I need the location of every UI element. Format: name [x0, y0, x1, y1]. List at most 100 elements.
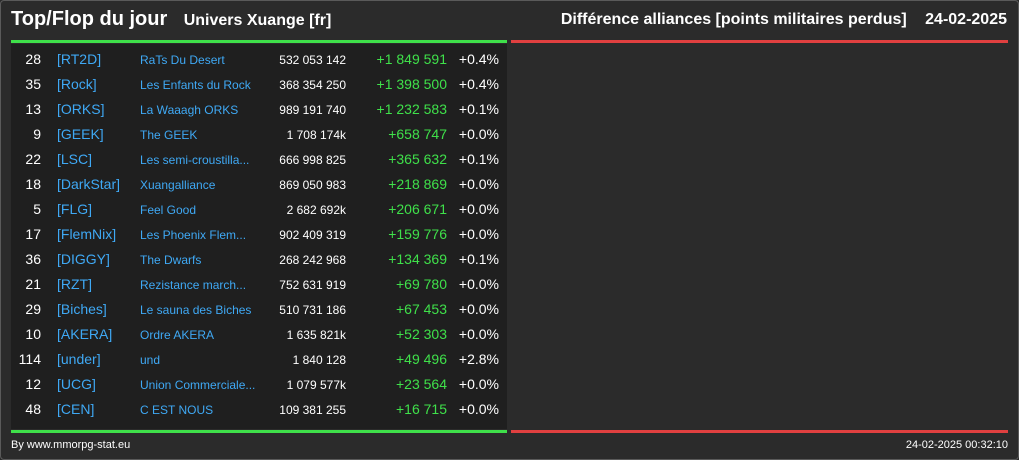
alliance-tag-link[interactable]: [ORKS] [57, 101, 105, 117]
points-cell: 1 635 821k [286, 328, 346, 342]
rank-cell: 18 [25, 176, 41, 192]
diff-cell: +49 496 [396, 351, 447, 367]
list-item: 13 [ORKS] La Waaagh ORKS 989 191 740 +1 232 … [11, 97, 507, 122]
list-item: 28 [RT2D] RaTs Du Desert 532 053 142 +1 849 … [11, 47, 507, 72]
alliance-name-link[interactable]: The GEEK [140, 128, 198, 142]
alliance-tag-link[interactable]: [UCG] [57, 376, 96, 392]
flop-panel [511, 44, 1008, 429]
alliance-tag-link[interactable]: [DarkStar] [57, 176, 121, 192]
alliance-name-link[interactable]: Xuangalliance [140, 178, 216, 192]
diff-cell: +1 849 591 [376, 51, 447, 67]
points-cell: 1 079 577k [286, 378, 346, 392]
alliance-name-link[interactable]: La Waaagh ORKS [140, 103, 239, 117]
percent-cell: +0.0% [458, 301, 499, 317]
alliance-tag-link[interactable]: [Rock] [57, 76, 97, 92]
alliance-name-link[interactable]: Les Phoenix Flem... [140, 228, 247, 242]
rank-cell: 29 [25, 301, 41, 317]
alliance-tag-link[interactable]: [under] [57, 351, 101, 367]
alliance-tag-link[interactable]: [DIGGY] [57, 251, 110, 267]
list-item: 9 [GEEK] The GEEK 1 708 174k +658 747 +0.0% [11, 122, 507, 147]
ranking-date: 24-02-2025 [925, 11, 1007, 28]
points-cell: 869 050 983 [279, 178, 346, 192]
diff-cell: +134 369 [388, 251, 447, 267]
alliance-name-link[interactable]: Les Enfants du Rock [140, 78, 251, 92]
alliance-name-link[interactable]: Le sauna des Biches [140, 303, 252, 317]
alliance-name-link[interactable]: Feel Good [140, 203, 197, 217]
ranking-title: Différence alliances [points militaires … [560, 11, 907, 28]
points-cell: 268 242 968 [279, 253, 346, 267]
list-item: 29 [Biches] Le sauna des Biches 510 731 186… [11, 297, 507, 322]
alliance-tag-link[interactable]: [FlemNix] [57, 226, 117, 242]
diff-cell: +365 632 [388, 151, 447, 167]
list-item: 114 [under] und 1 840 128 +49 496 +2.8% [11, 347, 507, 372]
alliance-name-link[interactable]: RaTs Du Desert [140, 53, 225, 67]
rank-cell: 12 [25, 376, 41, 392]
points-cell: 1 840 128 [292, 353, 346, 367]
diff-cell: +206 671 [388, 201, 447, 217]
diff-cell: +1 398 500 [376, 76, 447, 92]
alliance-tag-link[interactable]: [FLG] [57, 201, 93, 217]
bottom-divider-red [511, 430, 1008, 433]
points-cell: 2 682 692k [286, 203, 346, 217]
alliance-tag-link[interactable]: [Biches] [57, 301, 107, 317]
top-panel [11, 44, 507, 429]
percent-cell: +0.0% [458, 401, 499, 417]
percent-cell: +0.0% [458, 226, 499, 242]
top-divider-green [11, 40, 507, 43]
percent-cell: +0.0% [458, 176, 499, 192]
points-cell: 532 053 142 [279, 53, 346, 67]
percent-cell: +0.1% [458, 101, 499, 117]
list-item: 10 [AKERA] Ordre AKERA 1 635 821k +52 303 +0.… [11, 322, 507, 347]
alliance-tag-link[interactable]: [RZT] [57, 276, 92, 292]
top-list: 28 [RT2D] RaTs Du Desert 532 053 142 +1 849 … [11, 47, 507, 422]
diff-cell: +23 564 [396, 376, 447, 392]
diff-cell: +658 747 [388, 126, 447, 142]
alliance-tag-link[interactable]: [AKERA] [57, 326, 113, 342]
percent-cell: +0.4% [458, 76, 499, 92]
alliance-name-link[interactable]: Ordre AKERA [140, 328, 215, 342]
percent-cell: +0.1% [458, 151, 499, 167]
alliance-tag-link[interactable]: [GEEK] [57, 126, 104, 142]
rank-cell: 114 [18, 351, 41, 367]
list-item: 18 [DarkStar] Xuangalliance 869 050 983 +218… [11, 172, 507, 197]
rank-cell: 22 [25, 151, 41, 167]
percent-cell: +0.0% [458, 201, 499, 217]
header-left: Top/Flop du jour Univers Xuange [fr] [11, 8, 331, 31]
top-divider-red [511, 40, 1008, 43]
diff-cell: +67 453 [396, 301, 447, 317]
diff-cell: +218 869 [388, 176, 447, 192]
points-cell: 902 409 319 [279, 228, 346, 242]
diff-cell: +159 776 [388, 226, 447, 242]
bottom-divider-green [11, 430, 507, 433]
diff-cell: +69 780 [396, 276, 447, 292]
points-cell: 510 731 186 [279, 303, 346, 317]
diff-cell: +1 232 583 [376, 101, 447, 117]
diff-cell: +16 715 [396, 401, 447, 417]
alliance-tag-link[interactable]: [RT2D] [57, 51, 102, 67]
alliance-name-link[interactable]: Union Commerciale... [140, 378, 256, 392]
percent-cell: +0.0% [458, 276, 499, 292]
percent-cell: +0.1% [458, 251, 499, 267]
list-item: 5 [FLG] Feel Good 2 682 692k +206 671 +0.0% [11, 197, 507, 222]
alliance-name-link[interactable]: Rezistance march... [140, 278, 247, 292]
alliance-name-link[interactable]: Les semi-croustilla... [140, 153, 250, 167]
points-cell: 109 381 255 [279, 403, 346, 417]
list-item: 12 [UCG] Union Commerciale... 1 079 577k +23… [11, 372, 507, 397]
alliance-name-link[interactable]: C EST NOUS [140, 403, 214, 417]
alliance-name-link[interactable]: und [140, 353, 161, 367]
alliance-tag-link[interactable]: [CEN] [57, 401, 95, 417]
list-item: 21 [RZT] Rezistance march... 752 631 919 +69… [11, 272, 507, 297]
percent-cell: +0.0% [458, 376, 499, 392]
points-cell: 666 998 825 [279, 153, 346, 167]
alliance-tag-link[interactable]: [LSC] [57, 151, 93, 167]
points-cell: 989 191 740 [279, 103, 346, 117]
rank-cell: 13 [25, 101, 41, 117]
rank-cell: 21 [25, 276, 41, 292]
diff-cell: +52 303 [396, 326, 447, 342]
credit-link[interactable]: By www.mmorpg-stat.eu [11, 439, 131, 451]
list-item: 35 [Rock] Les Enfants du Rock 368 354 250 +1… [11, 72, 507, 97]
alliance-name-link[interactable]: The Dwarfs [140, 253, 202, 267]
header-right: Différence alliances [points militaires … [561, 11, 1007, 29]
rank-cell: 36 [25, 251, 41, 267]
list-item: 48 [CEN] C EST NOUS 109 381 255 +16 715 +0.0% [11, 397, 507, 422]
